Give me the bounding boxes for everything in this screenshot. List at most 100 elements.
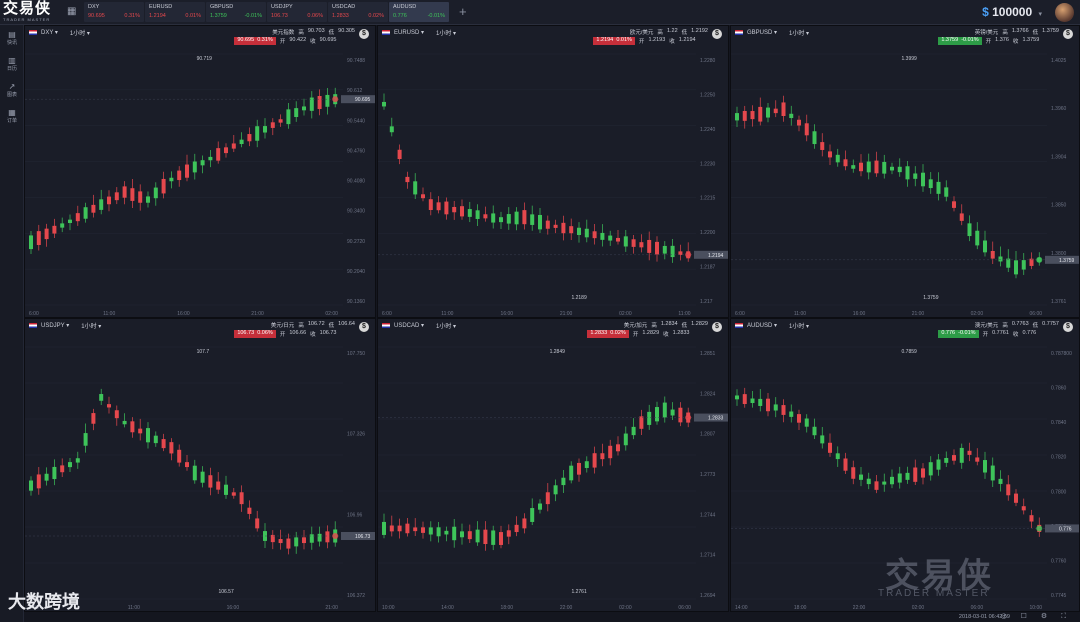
candle-body	[153, 187, 158, 199]
chart-panel-gbpusd[interactable]: 1.4025 1.3960 1.3904 1.3850 1.3800 1.3761 6:00…	[730, 25, 1080, 318]
candle-body	[890, 476, 894, 485]
candle-body	[255, 518, 260, 529]
trade-coin-icon[interactable]: $	[359, 322, 369, 332]
trade-coin-icon[interactable]: $	[1063, 29, 1073, 39]
y-tick-label: 1.2714	[700, 553, 716, 559]
candlestick-chart[interactable]: 0.7878000.78600.78400.78200.78000.77800.…	[731, 319, 1080, 612]
x-tick-label: 16:00	[177, 311, 190, 317]
trade-coin-icon[interactable]: $	[712, 322, 722, 332]
timeframe-selector[interactable]: 1小时 ▾	[436, 324, 457, 330]
account-balance[interactable]: $ 100000 ▾	[982, 5, 1042, 19]
close-value: 90.695	[319, 37, 337, 43]
y-tick-label: 90.2720	[347, 239, 365, 245]
candle-body	[294, 537, 299, 547]
y-tick-label: 106.96	[347, 512, 363, 518]
low-label: 低	[1032, 30, 1039, 36]
x-tick-label: 06:00	[678, 605, 691, 611]
candle-body	[208, 156, 213, 161]
app-logo[interactable]: 交易侠 TRADER MASTER	[3, 1, 61, 24]
sidebar-item-0[interactable]: ▤ 快讯	[0, 30, 24, 46]
x-tick-label: 14:00	[735, 605, 748, 611]
ticker-usdjpy[interactable]: USDJPY 106.73 0.06%	[267, 2, 327, 22]
chart-panel-usdjpy[interactable]: 107.750 107.326 106.96 106.372 6:00 11:00 16:0…	[24, 318, 376, 612]
open-value: 90.422	[289, 37, 307, 43]
chart-panel-usdcad[interactable]: 1.2851 1.2824 1.2807 1.2773 1.2744 1.2714 1.26…	[377, 318, 729, 612]
candle-body	[36, 474, 41, 489]
candlestick-chart[interactable]: 1.2280 1.2250 1.2240 1.2230 1.2215 1.2200 1.21…	[378, 26, 729, 318]
ticker-usdcad[interactable]: USDCAD 1.2833 0.02%	[328, 2, 388, 22]
candlestick-chart[interactable]: 1.2851 1.2824 1.2807 1.2773 1.2744 1.2714 1.26…	[378, 319, 729, 612]
timeframe-selector[interactable]: 1小时 ▾	[81, 324, 102, 330]
timeframe-selector[interactable]: 1小时 ▾	[789, 31, 810, 37]
ticker-eurusd[interactable]: EURUSD 1.2194 0.01%	[145, 2, 205, 22]
high-value: 106.72	[307, 321, 325, 327]
candle-body	[897, 166, 902, 173]
candle-body	[405, 176, 410, 183]
last-price-tag	[341, 95, 375, 104]
y-tick-label: 90.2040	[347, 269, 365, 275]
y-tick-label: 1.2744	[700, 512, 716, 518]
ticker-symbol: DXY	[88, 4, 100, 10]
candlestick-chart[interactable]: 1.40251.39601.39041.38501.38001.37616:00…	[731, 26, 1080, 318]
ticker-dxy[interactable]: DXY 90.695 0.31%	[84, 2, 144, 22]
candle-body	[52, 466, 57, 480]
sidebar-item-1[interactable]: ▥ 日历	[0, 56, 24, 72]
symbol-selector[interactable]: DXY ▾	[41, 30, 58, 36]
trade-coin-icon[interactable]: $	[1063, 322, 1073, 332]
symbol-selector[interactable]: GBPUSD ▾	[747, 30, 778, 36]
candle-body	[866, 161, 871, 173]
symbol-selector[interactable]: USDJPY ▾	[41, 323, 70, 329]
candlestick-chart[interactable]: 90.7488 90.612 90.5440 90.4760 90.4080 90.340…	[25, 26, 376, 318]
ticker-change: -0.01%	[244, 13, 262, 19]
sidebar-item-3[interactable]: ▦ 订单	[0, 108, 24, 124]
candle-body	[130, 188, 135, 201]
candle-body	[616, 444, 620, 452]
candle-body	[843, 458, 848, 471]
ticker-audusd[interactable]: AUDUSD 0.776 -0.01%	[389, 2, 449, 22]
candle-body	[499, 532, 503, 545]
ticker-price: 1.3759	[210, 13, 227, 19]
candlestick-chart[interactable]: 107.750 107.326 106.96 106.372 6:00 11:00 16:0…	[25, 319, 376, 612]
x-tick-label: 6:00	[382, 311, 392, 317]
candle-body	[766, 398, 770, 412]
high-value: 1.2834	[660, 321, 678, 327]
sidebar-item-2[interactable]: ↗ 图表	[0, 82, 24, 98]
x-tick-label: 10:00	[1030, 605, 1043, 611]
y-tick-label: 1.3960	[1051, 106, 1067, 112]
open-value: 1.2829	[642, 330, 660, 336]
trade-coin-icon[interactable]: $	[712, 29, 722, 39]
sidebar-item-label: 日历	[6, 66, 17, 72]
candle-body	[286, 109, 291, 125]
avatar[interactable]	[1055, 3, 1074, 22]
chart-panel-audusd[interactable]: 0.7878000.78600.78400.78200.78000.77800.…	[730, 318, 1080, 612]
low-value: 0.7757	[1042, 321, 1059, 327]
timeframe-selector[interactable]: 1小时 ▾	[789, 324, 810, 330]
candle-body	[421, 527, 425, 533]
candle-body	[491, 530, 496, 545]
candle-body	[389, 126, 394, 133]
symbol-selector[interactable]: USDCAD ▾	[394, 323, 425, 329]
candle-body	[820, 142, 825, 150]
timeframe-selector[interactable]: 1小时 ▾	[69, 31, 90, 37]
candle-body	[397, 525, 402, 532]
status-icons[interactable]: ◎ ☐ ⚙ ⛶	[1000, 613, 1072, 620]
high-label: 高	[651, 323, 657, 329]
ticker-gbpusd[interactable]: GBPUSD 1.3759 -0.01%	[206, 2, 266, 22]
trade-coin-icon[interactable]: $	[359, 29, 369, 39]
chart-panel-dxy[interactable]: 90.7488 90.612 90.5440 90.4760 90.4080 90.340…	[24, 25, 376, 318]
candle-body	[804, 418, 809, 427]
chart-panel-eurusd[interactable]: 1.2280 1.2250 1.2240 1.2230 1.2215 1.2200 1.21…	[377, 25, 729, 318]
candle-body	[742, 110, 747, 121]
candle-body	[890, 166, 894, 171]
add-tab-icon[interactable]: +	[459, 4, 467, 19]
ticker-symbol: USDJPY	[271, 4, 293, 10]
symbol-selector[interactable]: EURUSD ▾	[394, 30, 425, 36]
timeframe-selector[interactable]: 1小时 ▾	[436, 31, 457, 37]
symbol-selector[interactable]: AUDUSD ▾	[747, 323, 778, 329]
candle-body	[36, 231, 41, 246]
candle-body	[678, 251, 683, 255]
candle-body	[913, 467, 918, 482]
grid-layout-icon[interactable]: ▦	[67, 6, 77, 17]
candle-body	[766, 107, 770, 118]
candle-body	[750, 111, 755, 120]
